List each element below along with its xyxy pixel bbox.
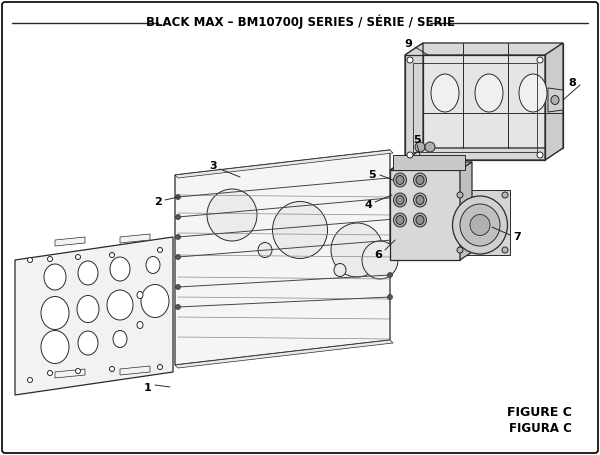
Ellipse shape — [141, 284, 169, 318]
Ellipse shape — [176, 304, 181, 309]
Ellipse shape — [398, 175, 403, 180]
Ellipse shape — [413, 213, 427, 227]
Polygon shape — [55, 369, 85, 378]
Ellipse shape — [157, 248, 163, 253]
Polygon shape — [455, 190, 510, 255]
Ellipse shape — [388, 294, 392, 299]
Ellipse shape — [391, 238, 395, 243]
Ellipse shape — [416, 176, 424, 184]
Ellipse shape — [47, 257, 53, 262]
Text: 5: 5 — [413, 135, 421, 145]
Polygon shape — [175, 340, 393, 368]
Ellipse shape — [47, 370, 53, 375]
Ellipse shape — [425, 142, 435, 152]
Ellipse shape — [137, 322, 143, 329]
Ellipse shape — [107, 290, 133, 320]
Ellipse shape — [396, 216, 404, 224]
Polygon shape — [545, 43, 563, 160]
Ellipse shape — [388, 273, 392, 278]
Ellipse shape — [137, 292, 143, 298]
Ellipse shape — [76, 369, 80, 374]
Ellipse shape — [272, 202, 328, 258]
Text: 1: 1 — [144, 383, 152, 393]
Ellipse shape — [416, 216, 424, 224]
Ellipse shape — [77, 295, 99, 323]
Ellipse shape — [457, 247, 463, 253]
Ellipse shape — [394, 173, 407, 187]
Polygon shape — [390, 162, 472, 170]
Text: 2: 2 — [154, 197, 162, 207]
Text: BLACK MAX – BM10700J SERIES / SÉRIE / SERIE: BLACK MAX – BM10700J SERIES / SÉRIE / SE… — [146, 15, 455, 29]
Text: 4: 4 — [364, 200, 372, 210]
Ellipse shape — [502, 192, 508, 198]
Ellipse shape — [396, 176, 404, 184]
Ellipse shape — [44, 264, 66, 290]
Ellipse shape — [452, 196, 508, 254]
Ellipse shape — [176, 194, 181, 199]
Text: 3: 3 — [209, 161, 217, 171]
Polygon shape — [405, 148, 563, 160]
Polygon shape — [55, 237, 85, 246]
Ellipse shape — [398, 194, 403, 199]
Ellipse shape — [457, 192, 463, 198]
Polygon shape — [15, 237, 173, 395]
Ellipse shape — [413, 173, 427, 187]
Polygon shape — [460, 162, 472, 260]
Ellipse shape — [176, 214, 181, 219]
Ellipse shape — [176, 254, 181, 259]
Ellipse shape — [416, 196, 424, 204]
Ellipse shape — [407, 57, 413, 63]
Ellipse shape — [392, 217, 398, 222]
Polygon shape — [548, 88, 563, 112]
Ellipse shape — [110, 366, 115, 371]
Ellipse shape — [207, 189, 257, 241]
Polygon shape — [423, 43, 563, 148]
Polygon shape — [120, 366, 150, 375]
Ellipse shape — [470, 214, 490, 236]
Ellipse shape — [407, 152, 413, 158]
Ellipse shape — [258, 243, 272, 258]
Ellipse shape — [394, 213, 407, 227]
Ellipse shape — [551, 96, 559, 105]
Ellipse shape — [413, 193, 427, 207]
Polygon shape — [405, 43, 563, 55]
Polygon shape — [390, 170, 460, 260]
Ellipse shape — [431, 74, 459, 112]
Polygon shape — [175, 150, 393, 178]
Polygon shape — [175, 150, 390, 365]
Ellipse shape — [110, 257, 130, 281]
Text: FIGURE C: FIGURE C — [507, 406, 572, 420]
Ellipse shape — [76, 254, 80, 259]
Polygon shape — [120, 234, 150, 243]
Text: 9: 9 — [404, 39, 412, 49]
Ellipse shape — [78, 331, 98, 355]
Ellipse shape — [415, 142, 425, 152]
Text: 6: 6 — [374, 250, 382, 260]
Ellipse shape — [394, 193, 407, 207]
Ellipse shape — [362, 241, 398, 279]
Ellipse shape — [28, 258, 32, 263]
Text: 8: 8 — [568, 78, 576, 88]
Ellipse shape — [519, 74, 547, 112]
Ellipse shape — [334, 263, 346, 277]
Ellipse shape — [537, 152, 543, 158]
Ellipse shape — [28, 378, 32, 383]
Ellipse shape — [146, 257, 160, 273]
Ellipse shape — [460, 204, 500, 246]
Text: 5: 5 — [368, 170, 376, 180]
Ellipse shape — [331, 223, 383, 277]
Ellipse shape — [176, 234, 181, 239]
Text: 7: 7 — [513, 232, 521, 242]
Polygon shape — [393, 155, 465, 170]
Ellipse shape — [157, 364, 163, 369]
Ellipse shape — [110, 253, 115, 258]
Ellipse shape — [537, 57, 543, 63]
Ellipse shape — [176, 284, 181, 289]
Ellipse shape — [475, 74, 503, 112]
Ellipse shape — [113, 330, 127, 348]
Text: FIGURA C: FIGURA C — [509, 421, 572, 435]
Ellipse shape — [41, 297, 69, 329]
Polygon shape — [405, 43, 423, 160]
Ellipse shape — [502, 247, 508, 253]
